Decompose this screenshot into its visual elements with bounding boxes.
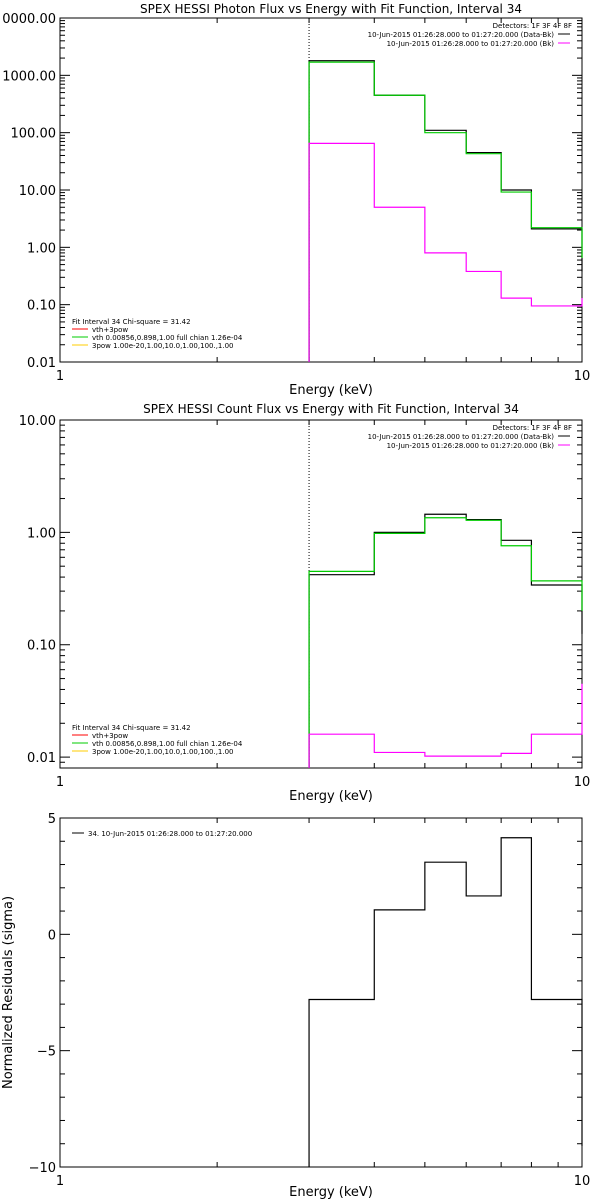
legend-entry: vth 0.00856,0.898,1.00 full chian 1.26e-…	[92, 334, 243, 342]
y-tick-label: 10.00	[19, 184, 56, 199]
chart-title: SPEX HESSI Count Flux vs Energy with Fit…	[143, 402, 519, 416]
plot-frame-2	[59, 817, 583, 1168]
x-axis-label: Energy (keV)	[289, 1185, 373, 1200]
x-tick-label: 1	[56, 369, 64, 384]
series-line-fit	[308, 61, 583, 362]
legend-entry: 3pow 1.00e-20,1.00,10.0,1.00,100.,1.00	[92, 342, 234, 350]
plot-frame-1	[59, 419, 583, 769]
legend-entry: 10-Jun-2015 01:26:28.000 to 01:27:20.000…	[368, 31, 555, 39]
y-tick-label: 1.00	[27, 526, 56, 541]
y-tick-label: 0	[48, 928, 56, 943]
y-tick-label: 10.00	[19, 414, 56, 429]
y-tick-label: 0.01	[27, 356, 56, 371]
x-axis-label: Energy (keV)	[289, 383, 373, 398]
legend-detectors: Detectors: 1F 3F 4F 8F	[493, 424, 572, 432]
x-tick-label: 10	[574, 1174, 591, 1189]
y-tick-label: 0.10	[27, 299, 56, 314]
x-tick-label: 10	[574, 369, 591, 384]
series-line-residuals	[308, 837, 583, 1167]
y-tick-label: 1000.00	[2, 69, 56, 84]
legend-fit-header: Fit Interval 34 Chi-square = 31.42	[72, 318, 191, 326]
y-tick-label: −5	[37, 1045, 56, 1060]
legend-entry: 10-Jun-2015 01:26:28.000 to 01:27:20.000…	[387, 442, 555, 450]
series-line-bk	[308, 683, 583, 768]
y-tick-label: 5	[48, 812, 56, 827]
series-line-fit	[308, 517, 583, 768]
legend-fit-header: Fit Interval 34 Chi-square = 31.42	[72, 724, 191, 732]
series-line-data-bk	[308, 60, 583, 362]
series-line-bk	[308, 142, 583, 362]
y-axis-label: Normalized Residuals (sigma)	[1, 896, 16, 1089]
legend-entry: vth+3pow	[92, 732, 128, 740]
legend-entry: 10-Jun-2015 01:26:28.000 to 01:27:20.000…	[368, 433, 555, 441]
x-axis-label: Energy (keV)	[289, 789, 373, 804]
y-tick-label: 100.00	[11, 127, 57, 142]
legend-entry: vth+3pow	[92, 326, 128, 334]
x-tick-label: 1	[56, 775, 64, 790]
y-tick-label: 0.10	[27, 639, 56, 654]
legend-entry: 34. 10-Jun-2015 01:26:28.000 to 01:27:20…	[88, 830, 252, 838]
legend-entry: 10-Jun-2015 01:26:28.000 to 01:27:20.000…	[387, 40, 555, 48]
y-tick-label: −10	[29, 1161, 56, 1176]
legend-detectors: Detectors: 1F 3F 4F 8F	[493, 22, 572, 30]
y-tick-label: 1.00	[27, 241, 56, 256]
chart-title: SPEX HESSI Photon Flux vs Energy with Fi…	[140, 2, 522, 16]
x-tick-label: 1	[56, 1174, 64, 1189]
y-tick-label: 0.01	[27, 751, 56, 766]
legend-entry: vth 0.00856,0.898,1.00 full chian 1.26e-…	[92, 740, 243, 748]
series-line-data-bk	[308, 513, 583, 768]
y-tick-label: 0000.00	[2, 12, 56, 27]
x-tick-label: 10	[574, 775, 591, 790]
legend-entry: 3pow 1.00e-20,1.00,10.0,1.00,100.,1.00	[92, 748, 234, 756]
